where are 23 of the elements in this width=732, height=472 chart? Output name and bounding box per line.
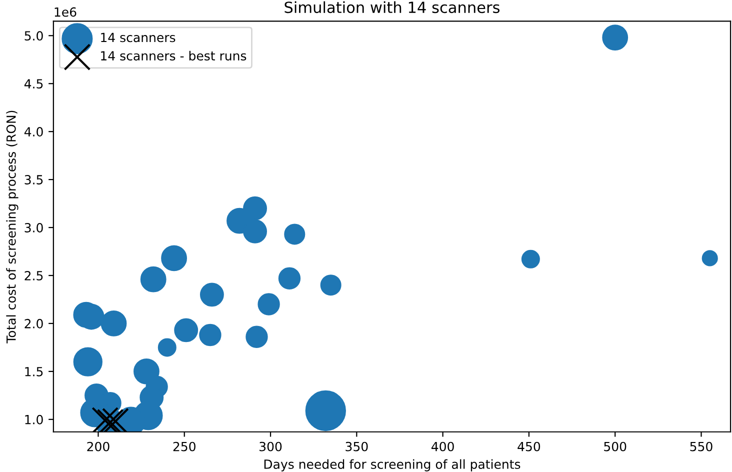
y-tick-label: 4.5 <box>24 79 43 89</box>
x-axis-title: Days needed for screening of all patients <box>264 459 520 472</box>
x-tick-label: 200 <box>87 442 110 452</box>
y-tick-label: 1.0 <box>25 414 43 424</box>
legend-label: 14 scanners <box>101 32 176 42</box>
y-axis-title: Total cost of screening process (RON) <box>6 110 18 344</box>
y-tick-label: 3.0 <box>24 222 43 232</box>
x-tick-label: 450 <box>518 442 540 452</box>
x-tick-label: 550 <box>690 442 712 452</box>
x-tick-label: 350 <box>346 442 368 452</box>
y-tick-label: 4.0 <box>24 127 43 136</box>
y-tick-label: 5.0 <box>24 31 43 41</box>
text: 1e6 <box>54 7 76 17</box>
y-tick-label: 1.5 <box>25 367 43 376</box>
legend-label: 14 scanners - best runs <box>101 50 246 61</box>
y-tick-label: 3.5 <box>24 175 43 184</box>
x-tick-label: 400 <box>431 442 454 452</box>
x-tick-label: 300 <box>260 442 282 452</box>
y-tick-label: 2.5 <box>24 270 43 280</box>
x-tick-label: 250 <box>173 442 196 452</box>
chart-title: Simulation with 14 scanners <box>284 1 500 14</box>
y-tick-label: 2.0 <box>24 318 43 328</box>
x-tick-label: 500 <box>604 442 626 452</box>
